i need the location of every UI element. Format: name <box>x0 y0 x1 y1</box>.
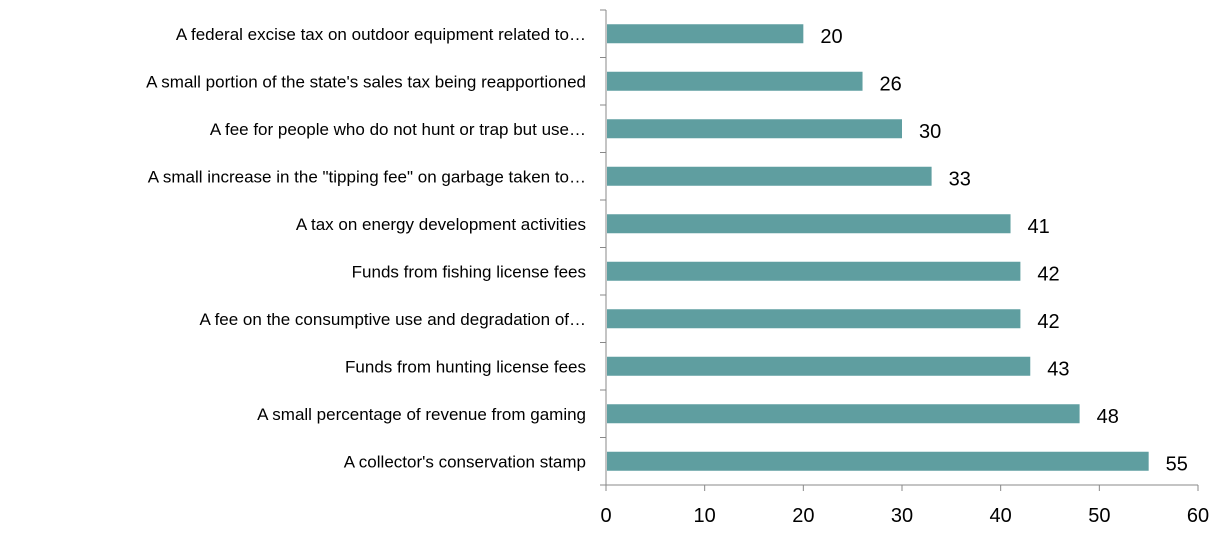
category-label: A small percentage of revenue from gamin… <box>257 405 586 424</box>
data-label: 26 <box>880 73 902 95</box>
category-label: A tax on energy development activities <box>296 215 586 234</box>
data-label: 42 <box>1037 263 1059 285</box>
category-label: A fee on the consumptive use and degrada… <box>199 310 586 329</box>
x-tick-label: 20 <box>792 505 814 527</box>
data-label: 30 <box>919 121 941 143</box>
data-label: 55 <box>1166 453 1188 475</box>
data-label: 33 <box>949 168 971 190</box>
axes-layer <box>600 9 1199 491</box>
bar <box>607 166 932 186</box>
bar <box>607 214 1011 234</box>
data-label: 20 <box>820 26 842 48</box>
x-tick-label: 30 <box>891 505 913 527</box>
x-tick-label: 50 <box>1088 505 1110 527</box>
x-tick-label: 10 <box>694 505 716 527</box>
x-tick-label: 60 <box>1187 505 1209 527</box>
x-tick-label: 40 <box>990 505 1012 527</box>
bar <box>607 451 1149 471</box>
data-label: 41 <box>1028 216 1050 238</box>
labels-layer: A federal excise tax on outdoor equipmen… <box>146 25 1209 527</box>
x-tick-label: 0 <box>600 505 611 527</box>
bar <box>607 356 1031 376</box>
bar <box>607 71 863 91</box>
bar <box>607 261 1021 281</box>
category-label: A fee for people who do not hunt or trap… <box>210 120 586 139</box>
bar <box>607 309 1021 329</box>
category-label: A collector's conservation stamp <box>344 452 586 471</box>
bar <box>607 119 902 139</box>
data-label: 43 <box>1047 358 1069 380</box>
category-label: Funds from hunting license fees <box>345 357 586 376</box>
bars-layer <box>607 24 1149 471</box>
category-label: A federal excise tax on outdoor equipmen… <box>176 25 586 44</box>
category-label: A small portion of the state's sales tax… <box>146 72 586 91</box>
bar <box>607 24 804 44</box>
data-label: 48 <box>1097 406 1119 428</box>
category-label: Funds from fishing license fees <box>352 262 586 281</box>
data-label: 42 <box>1037 311 1059 333</box>
category-label: A small increase in the "tipping fee" on… <box>148 167 586 186</box>
bar <box>607 404 1080 424</box>
